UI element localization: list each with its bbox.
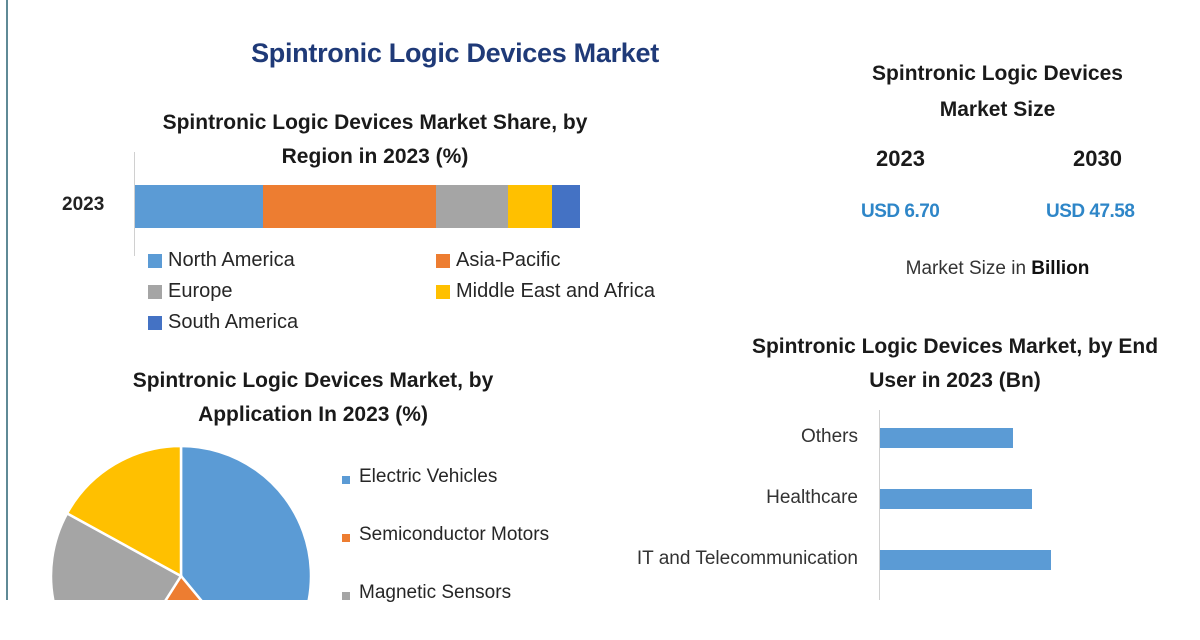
legend-item-middle-east-africa: Middle East and Africa xyxy=(436,276,655,307)
bar-segment-middle-east-and-africa xyxy=(507,185,552,228)
bar-segment-south-america xyxy=(551,185,580,228)
application-legend: Electric Vehicles Semiconductor Motors M… xyxy=(342,466,549,640)
application-chart-title: Spintronic Logic Devices Market, by Appl… xyxy=(132,369,494,426)
region-chart-axis xyxy=(134,152,135,256)
pie-slice-electric-vehicles xyxy=(179,444,313,600)
legend-swatch-icon xyxy=(436,253,450,268)
bar-segment-asia-pacific xyxy=(263,185,436,228)
end-user-label-healthcare: Healthcare xyxy=(766,487,858,508)
legend-item-europe: Europe xyxy=(148,276,298,307)
pie-slice-magnetic-sensors xyxy=(49,511,183,600)
market-size-value-2023: USD 6.70 xyxy=(861,201,940,222)
legend-swatch-icon xyxy=(342,534,350,542)
end-user-chart-axis xyxy=(879,410,880,600)
pie-slice-semiconductor-motors xyxy=(164,573,203,600)
legend-item-semiconductor-motors: Semiconductor Motors xyxy=(342,524,549,582)
legend-swatch-icon xyxy=(342,476,350,484)
end-user-label-others: Others xyxy=(800,426,858,447)
page-title: Spintronic Logic Devices Market xyxy=(251,38,659,68)
legend-swatch-icon xyxy=(148,315,162,330)
region-stacked-bar xyxy=(135,185,580,228)
legend-item-north-america: North America xyxy=(148,245,298,276)
legend-item-magnetic-sensors: Magnetic Sensors xyxy=(342,582,549,640)
legend-item-electric-vehicles: Electric Vehicles xyxy=(342,466,549,524)
legend-item-asia-pacific: Asia-Pacific xyxy=(436,245,655,276)
legend-item-south-america: South America xyxy=(148,307,298,338)
bar-segment-europe xyxy=(435,185,508,228)
region-year-label: 2023 xyxy=(62,194,105,215)
bar-segment-north-america xyxy=(135,185,264,228)
market-size-year-2023: 2023 xyxy=(876,146,925,171)
market-size-value-2030: USD 47.58 xyxy=(1046,201,1135,222)
region-chart-title: Spintronic Logic Devices Market Share, b… xyxy=(110,106,640,174)
end-user-bar-healthcare xyxy=(880,489,1032,509)
legend-swatch-icon xyxy=(342,592,350,600)
end-user-chart-title: Spintronic Logic Devices Market, by End … xyxy=(751,335,1159,392)
market-size-unit-note: Market Size in Billion xyxy=(905,258,1090,279)
legend-swatch-icon xyxy=(436,284,450,299)
end-user-bar-it-telecom xyxy=(880,550,1051,570)
market-size-year-2030: 2030 xyxy=(1073,146,1122,171)
region-legend-left: North America Europe South America xyxy=(148,245,298,338)
region-chart-title-line2: Region in 2023 (%) xyxy=(281,145,469,168)
market-size-title: Spintronic Logic Devices Market Size xyxy=(872,62,1123,121)
application-pie-chart xyxy=(49,444,313,600)
end-user-bar-others xyxy=(880,428,1013,448)
region-legend-right: Asia-Pacific Middle East and Africa xyxy=(436,245,655,307)
legend-swatch-icon xyxy=(148,253,162,268)
left-border-rule xyxy=(6,0,8,600)
end-user-label-it-telecom: IT and Telecommunication xyxy=(636,548,858,569)
region-chart-title-line1: Spintronic Logic Devices Market Share, b… xyxy=(162,111,588,134)
pie-slice xyxy=(65,444,183,579)
legend-swatch-icon xyxy=(148,284,162,299)
